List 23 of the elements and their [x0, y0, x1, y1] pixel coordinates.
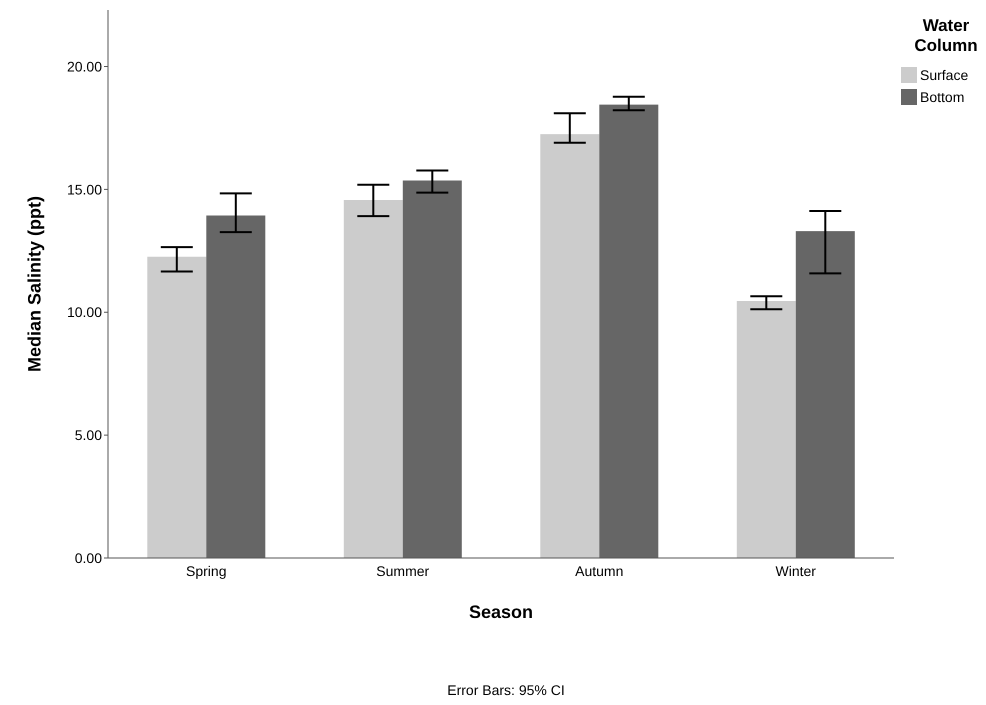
y-tick-label: 5.00	[74, 427, 102, 444]
legend-title: Water Column	[913, 16, 979, 56]
bar	[344, 200, 403, 558]
x-tick-label: Autumn	[575, 562, 624, 579]
bar	[147, 256, 206, 558]
x-tick-label: Winter	[776, 562, 816, 579]
legend-label: Surface	[919, 66, 970, 85]
y-tick-label: 15.00	[66, 181, 102, 198]
y-tick-label: 10.00	[66, 304, 102, 320]
bar	[796, 231, 855, 558]
x-tick-label: Summer	[376, 562, 430, 579]
y-tick-label: 0.00	[74, 550, 102, 566]
bar	[736, 300, 796, 558]
text: Error Bars: 95% CI	[446, 682, 566, 698]
x-axis-title: Season	[468, 602, 534, 622]
bar	[540, 134, 600, 558]
legend-label: Bottom	[919, 88, 966, 107]
y-tick-label: 20.00	[66, 58, 102, 74]
bar	[402, 180, 462, 558]
x-tick-label: Spring	[186, 562, 226, 579]
bar	[599, 104, 658, 558]
y-axis-title: Median Salinity (ppt)	[24, 196, 44, 372]
bar	[206, 215, 266, 558]
